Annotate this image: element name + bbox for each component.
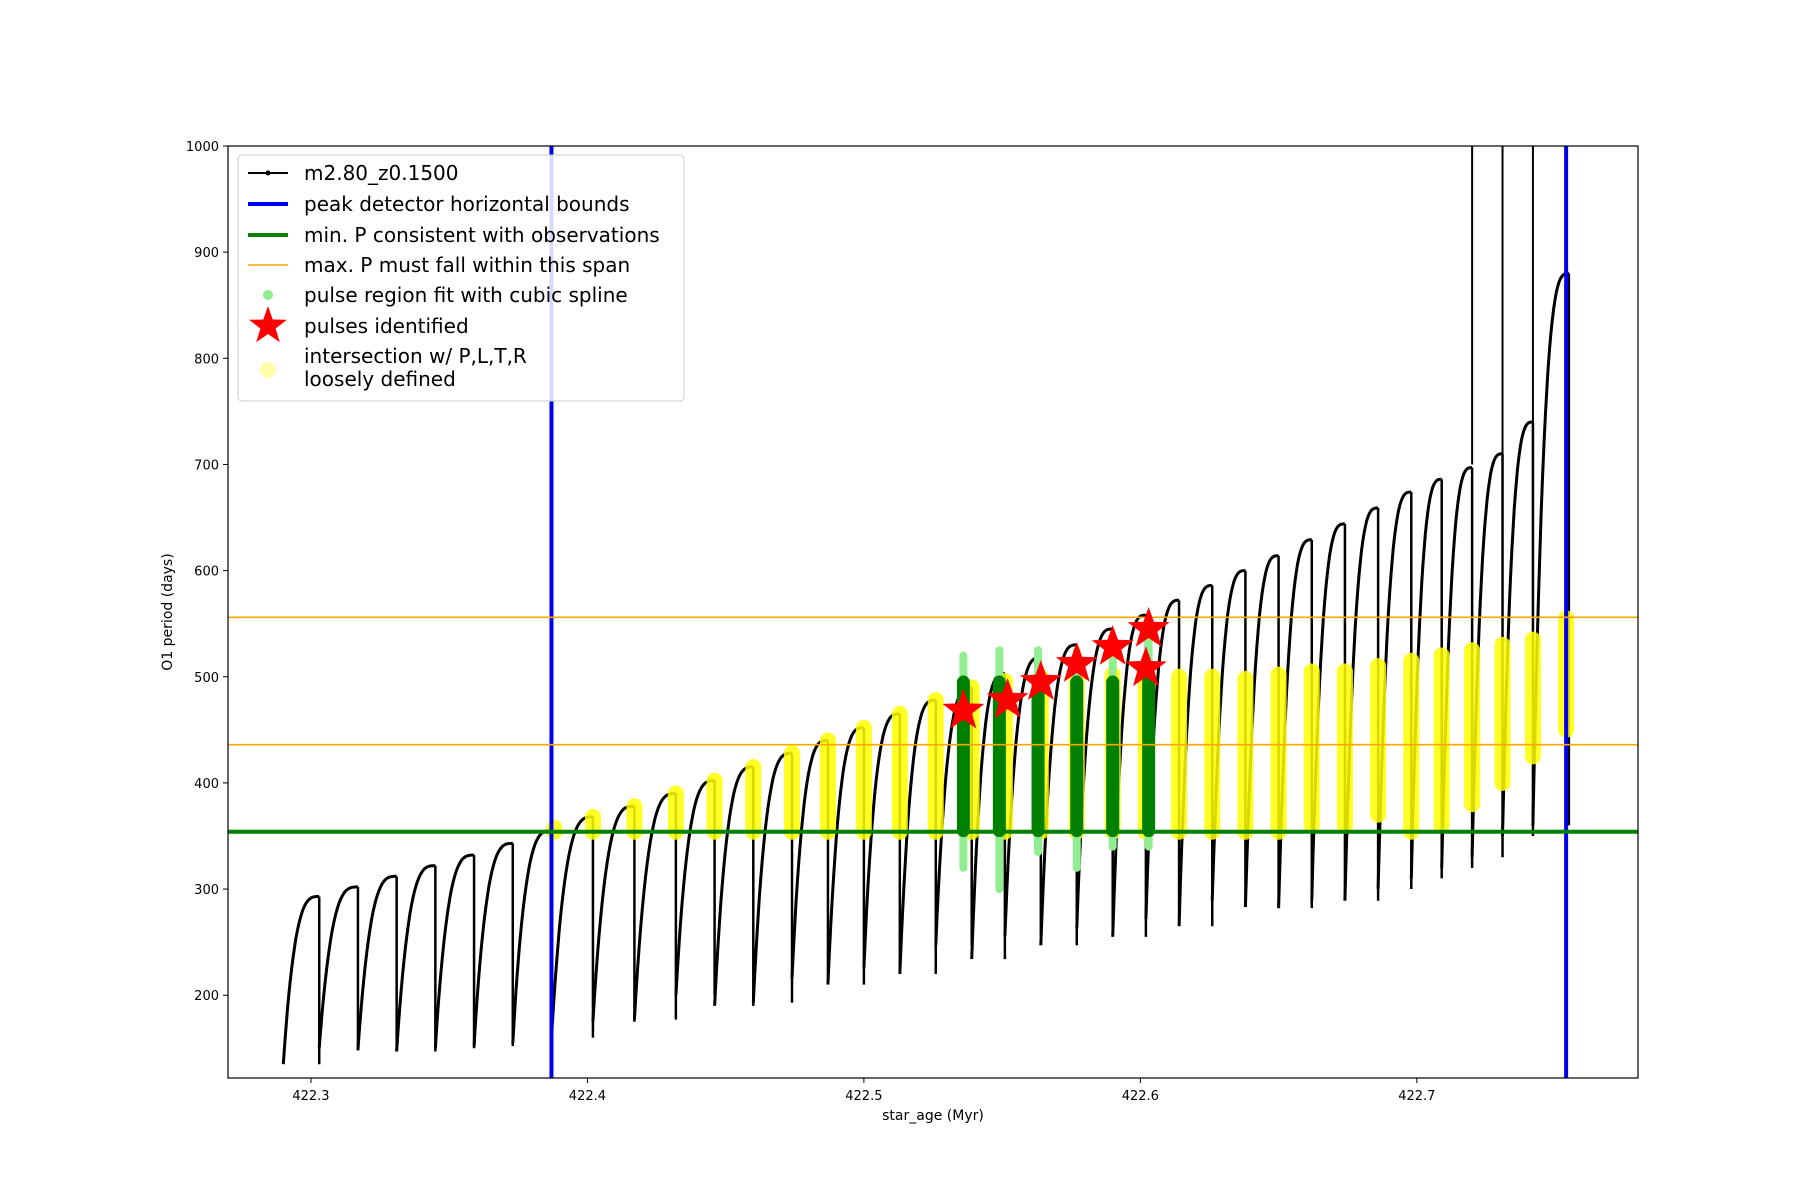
pulse-identified-star-6 [1125,646,1167,687]
legend-entry-5-dot [263,290,273,300]
legend-entry-1-dot [265,170,271,176]
legend-entry-4-label: max. P must fall within this span [304,253,630,277]
x-axis-label: star_age (Myr) [882,1108,984,1124]
legend-entry-6-label: pulses identified [304,314,469,338]
legend-entry-6-star [249,306,287,343]
y-tick-label-5: 600 [194,565,219,580]
model-track-cycle-3 [356,874,397,1051]
y-tick-label-8: 900 [194,246,219,261]
x-tick-label-1: 422.3 [292,1089,329,1104]
y-tick-label-1: 200 [194,989,219,1004]
legend-entry-3-label: min. P consistent with observations [304,223,660,247]
y-tick-label-2: 300 [194,883,219,898]
legend-entry-7-label-line-2: loosely defined [304,367,456,391]
y-tick-label-4: 500 [194,671,219,686]
legend-entry-7-label-line-1: intersection w/ P,L,T,R [304,344,527,368]
legend-entry-1-label: m2.80_z0.1500 [304,161,459,185]
legend-entry-2-label: peak detector horizontal bounds [304,192,630,216]
model-track-cycle-5 [433,853,475,1049]
pulse-identified-star-7 [1127,607,1170,647]
y-tick-label-9: 1000 [186,140,219,155]
model-track-cycle-6 [472,841,513,1047]
model-track-cycle-1 [281,895,320,1065]
model-track-cycle-4 [395,864,436,1052]
legend-entry-7-circle [260,362,276,378]
y-axis-label: O1 period (days) [160,553,176,670]
pulse-identified-star-2 [986,678,1029,718]
legend-box [237,154,685,402]
model-track-cycle-2 [317,885,358,1049]
x-tick-label-2: 422.4 [569,1089,606,1104]
plot-area [228,146,1638,1078]
y-tick-label-7: 800 [194,352,219,367]
pulse-identified-star-1 [942,688,985,729]
axis-ticks: 422.3 422.4 422.5 422.6 422.7 200 300 400 500 600… [186,140,1436,1104]
pulse-identified-star-5 [1091,625,1134,665]
pulse-identified-star-4 [1055,642,1098,682]
x-tick-label-5: 422.7 [1398,1089,1435,1104]
x-tick-label-4: 422.6 [1122,1089,1159,1104]
legend-entry-5-label: pulse region fit with cubic spline [304,283,628,307]
model-track-cycle-36 [1531,271,1569,826]
pulse-identified-star-3 [1019,660,1062,700]
y-tick-label-3: 400 [194,777,219,792]
x-tick-label-3: 422.5 [845,1089,882,1104]
axes-frame [227,145,1639,1079]
y-tick-label-6: 700 [194,458,219,473]
